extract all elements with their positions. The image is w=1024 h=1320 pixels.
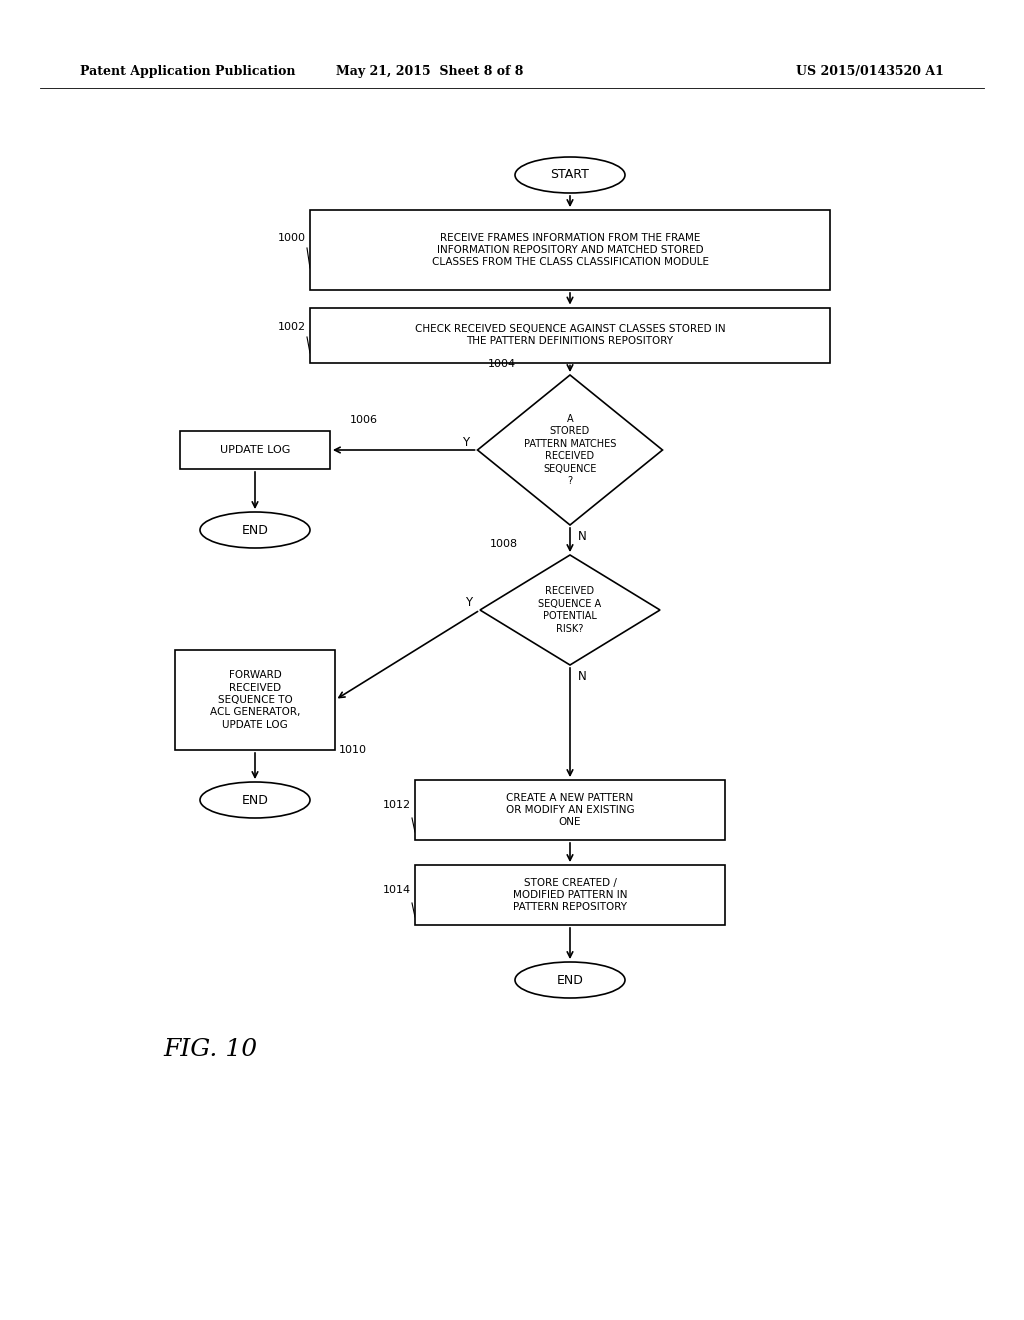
Text: 1006: 1006 <box>350 414 378 425</box>
Ellipse shape <box>515 157 625 193</box>
Text: END: END <box>242 793 268 807</box>
Text: CHECK RECEIVED SEQUENCE AGAINST CLASSES STORED IN
THE PATTERN DEFINITIONS REPOSI: CHECK RECEIVED SEQUENCE AGAINST CLASSES … <box>415 323 725 346</box>
Text: US 2015/0143520 A1: US 2015/0143520 A1 <box>796 66 944 78</box>
Text: 1012: 1012 <box>383 800 411 810</box>
Text: RECEIVED
SEQUENCE A
POTENTIAL
RISK?: RECEIVED SEQUENCE A POTENTIAL RISK? <box>539 586 601 634</box>
Ellipse shape <box>200 781 310 818</box>
Text: A
STORED
PATTERN MATCHES
RECEIVED
SEQUENCE
?: A STORED PATTERN MATCHES RECEIVED SEQUEN… <box>524 414 616 486</box>
Text: May 21, 2015  Sheet 8 of 8: May 21, 2015 Sheet 8 of 8 <box>336 66 523 78</box>
Text: Patent Application Publication: Patent Application Publication <box>80 66 296 78</box>
Text: N: N <box>578 671 587 684</box>
Text: 1014: 1014 <box>383 884 411 895</box>
Text: 1008: 1008 <box>490 539 518 549</box>
Text: 1000: 1000 <box>278 234 306 243</box>
Text: Y: Y <box>465 595 472 609</box>
Text: N: N <box>578 531 587 544</box>
Bar <box>310 210 830 290</box>
Polygon shape <box>480 554 660 665</box>
Text: END: END <box>242 524 268 536</box>
Text: 1010: 1010 <box>339 744 367 755</box>
Text: END: END <box>557 974 584 986</box>
Bar <box>175 649 335 750</box>
Text: CREATE A NEW PATTERN
OR MODIFY AN EXISTING
ONE: CREATE A NEW PATTERN OR MODIFY AN EXISTI… <box>506 792 634 828</box>
Text: Y: Y <box>463 436 469 449</box>
Bar <box>180 432 330 469</box>
Ellipse shape <box>200 512 310 548</box>
Text: FORWARD
RECEIVED
SEQUENCE TO
ACL GENERATOR,
UPDATE LOG: FORWARD RECEIVED SEQUENCE TO ACL GENERAT… <box>210 671 300 730</box>
Text: STORE CREATED /
MODIFIED PATTERN IN
PATTERN REPOSITORY: STORE CREATED / MODIFIED PATTERN IN PATT… <box>513 878 628 912</box>
Text: FIG. 10: FIG. 10 <box>163 1039 257 1061</box>
Text: START: START <box>551 169 590 181</box>
Text: RECEIVE FRAMES INFORMATION FROM THE FRAME
INFORMATION REPOSITORY AND MATCHED STO: RECEIVE FRAMES INFORMATION FROM THE FRAM… <box>431 232 709 268</box>
Polygon shape <box>477 375 663 525</box>
Text: 1002: 1002 <box>278 322 306 333</box>
Bar <box>415 780 725 840</box>
Text: 1004: 1004 <box>487 359 516 370</box>
Bar <box>310 308 830 363</box>
Text: UPDATE LOG: UPDATE LOG <box>220 445 290 455</box>
Bar <box>415 865 725 925</box>
Ellipse shape <box>515 962 625 998</box>
